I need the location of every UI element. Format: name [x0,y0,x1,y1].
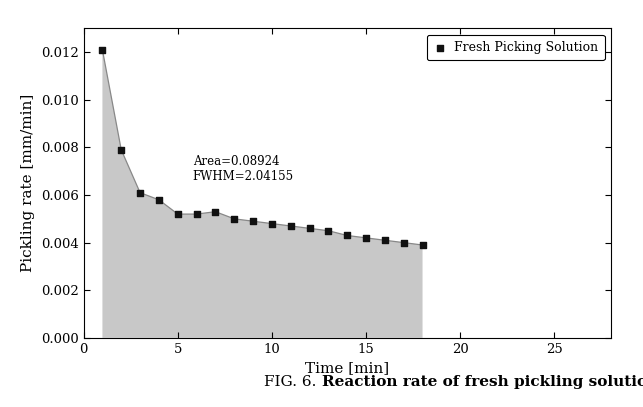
Fresh Picking Solution [154,197,164,203]
Fresh Picking Solution [248,218,258,225]
Text: Reaction rate of fresh pickling solution.: Reaction rate of fresh pickling solution… [322,375,643,389]
Fresh Picking Solution [361,234,371,241]
Fresh Picking Solution [229,216,239,222]
Fresh Picking Solution [210,208,221,215]
Fresh Picking Solution [135,189,145,196]
Fresh Picking Solution [323,228,334,234]
Fresh Picking Solution [285,223,296,229]
Fresh Picking Solution [380,237,390,243]
Fresh Picking Solution [399,239,409,246]
Fresh Picking Solution [304,225,314,232]
Text: Area=0.08924
FWHM=2.04155: Area=0.08924 FWHM=2.04155 [193,155,294,183]
X-axis label: Time [min]: Time [min] [305,361,389,375]
Fresh Picking Solution [97,47,107,53]
Fresh Picking Solution [267,220,277,227]
Fresh Picking Solution [116,147,127,153]
Legend: Fresh Picking Solution: Fresh Picking Solution [427,35,604,60]
Fresh Picking Solution [417,242,428,248]
Fresh Picking Solution [172,211,183,217]
Fresh Picking Solution [192,211,202,217]
Fresh Picking Solution [342,232,352,239]
Y-axis label: Pickling rate [mm/min]: Pickling rate [mm/min] [21,94,35,272]
Polygon shape [102,50,422,338]
Text: FIG. 6.: FIG. 6. [264,375,322,389]
